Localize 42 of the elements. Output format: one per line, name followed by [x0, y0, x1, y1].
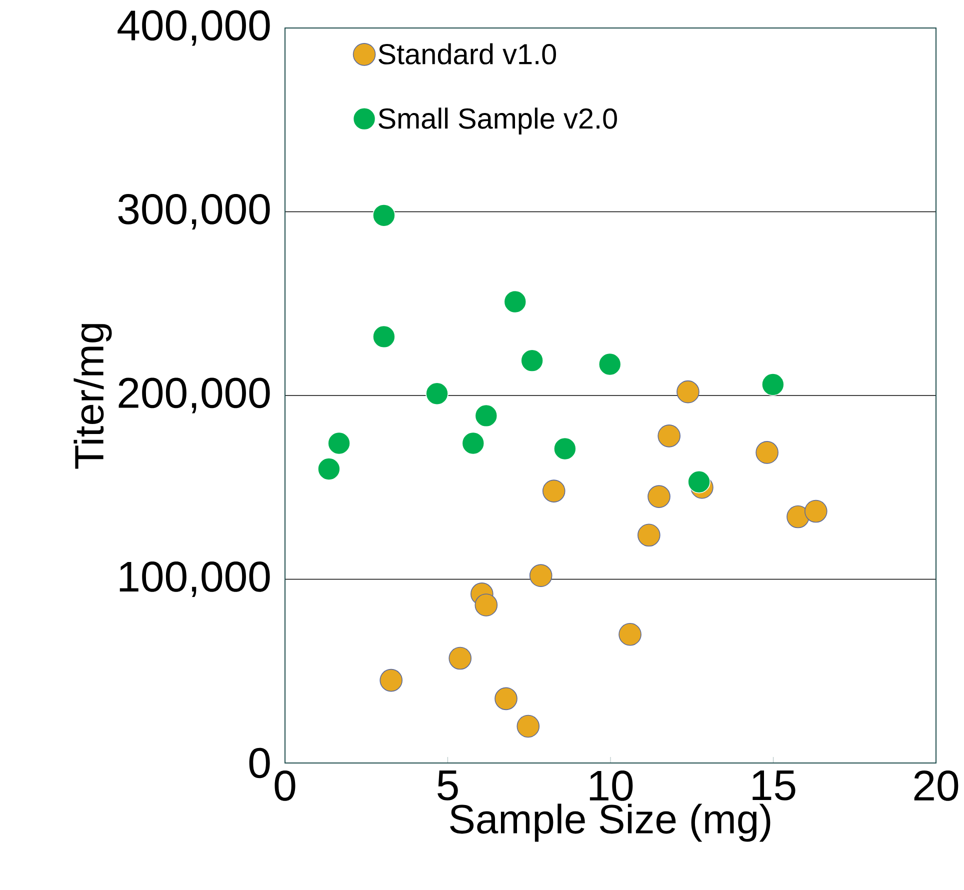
- y-axis-title: Titer/mg: [74, 324, 112, 469]
- legend-label: Small Sample v2.0: [378, 108, 617, 135]
- point: [762, 373, 784, 396]
- y-tick-label: 100,000: [120, 562, 270, 597]
- point: [676, 380, 700, 404]
- point: [372, 325, 396, 348]
- point: [529, 564, 552, 587]
- point: [756, 441, 778, 464]
- point: [504, 290, 527, 314]
- point: [786, 505, 810, 528]
- point: [474, 404, 498, 428]
- point: [318, 458, 340, 480]
- point: [648, 485, 670, 508]
- point: [638, 524, 660, 547]
- point: [542, 480, 566, 502]
- point: [598, 352, 622, 376]
- point: [688, 470, 710, 494]
- legend-label: Standard v1.0: [378, 43, 556, 64]
- x-tick-label: 5: [438, 770, 458, 800]
- point: [426, 382, 448, 406]
- point: [618, 622, 642, 646]
- x-tick-label: 0: [274, 770, 296, 801]
- point: [462, 432, 485, 455]
- y-tick-label: 300,000: [118, 194, 270, 230]
- x-axis-title: Sample Size (mg): [450, 804, 770, 842]
- y-tick-label: 200,000: [118, 378, 270, 414]
- point: [658, 424, 680, 448]
- y-tick-label: 400,000: [118, 10, 270, 46]
- x-tick-label: 20: [914, 770, 958, 801]
- point: [494, 687, 518, 710]
- point: [474, 594, 498, 616]
- point: [448, 646, 472, 670]
- point: [372, 204, 396, 227]
- x-tick-label: 10: [590, 770, 633, 801]
- point: [804, 500, 828, 523]
- point: [328, 432, 350, 455]
- point: [520, 349, 544, 372]
- x-tick-label: 15: [752, 770, 796, 800]
- y-tick-label: 0: [249, 748, 270, 778]
- point: [380, 668, 403, 692]
- point: [554, 437, 576, 460]
- point: [516, 714, 540, 738]
